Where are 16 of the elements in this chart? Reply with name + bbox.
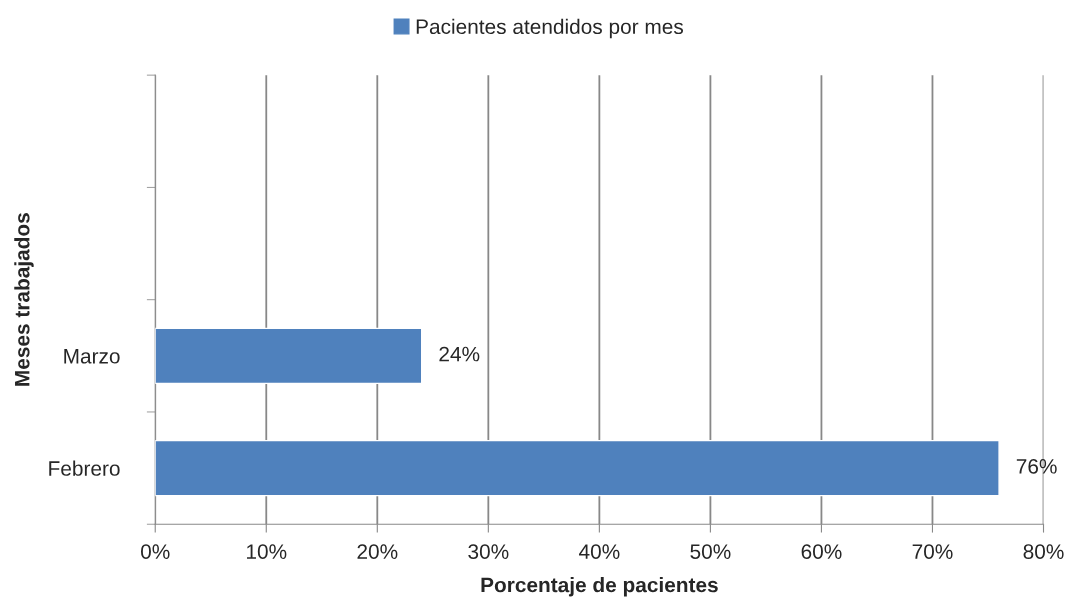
data-label: 76%	[1016, 458, 1057, 474]
x-tick-label: 0%	[140, 544, 170, 559]
x-tick-label: 50%	[690, 544, 731, 559]
y-tick-label: Marzo	[64, 349, 120, 364]
y-axis-title: Meses trabajados	[14, 213, 34, 386]
x-axis-title: Porcentaje de pacientes	[481, 576, 718, 597]
x-tick-label: 10%	[247, 544, 287, 559]
x-tick-label: 70%	[912, 544, 953, 559]
x-tick-label: 20%	[357, 544, 398, 559]
x-tick-label: 80%	[1023, 544, 1064, 559]
y-tick-label: Febrero	[49, 460, 120, 476]
x-tick-label: 30%	[468, 544, 509, 559]
data-label: 24%	[439, 346, 480, 362]
x-tick-label: 40%	[579, 544, 620, 559]
legend-label: Pacientes atendidos por mes	[416, 18, 684, 39]
x-tick-label: 60%	[801, 544, 842, 559]
